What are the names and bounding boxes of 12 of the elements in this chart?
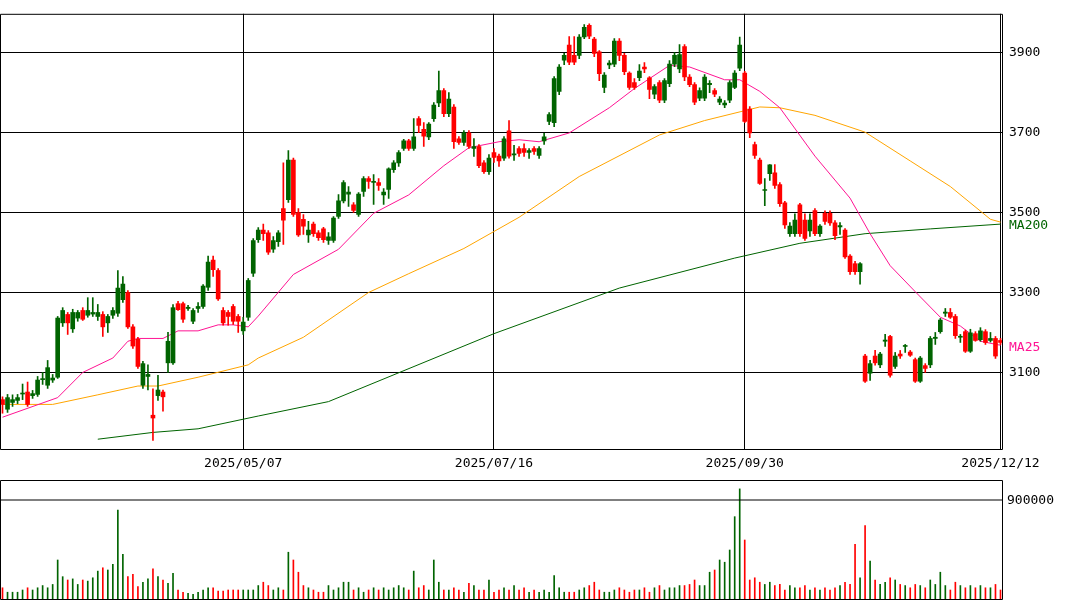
y-tick-label: 3300 bbox=[1009, 283, 1041, 299]
y-tick-label: 3700 bbox=[1009, 123, 1041, 139]
x-tick-label: 2025/12/12 bbox=[961, 455, 1040, 471]
series-label: MA200 bbox=[1009, 217, 1049, 233]
series-label: MA25 bbox=[1009, 338, 1041, 354]
x-tick-label: 2025/07/16 bbox=[454, 455, 534, 471]
text: 900000 bbox=[1007, 491, 1054, 507]
y-tick-label: 3500 bbox=[1009, 203, 1041, 219]
x-tick-label: 2025/05/07 bbox=[204, 455, 283, 471]
y-tick-label: 3900 bbox=[1009, 43, 1041, 59]
x-tick-label: 2025/09/30 bbox=[705, 455, 784, 471]
y-tick-label: 3100 bbox=[1009, 363, 1041, 379]
